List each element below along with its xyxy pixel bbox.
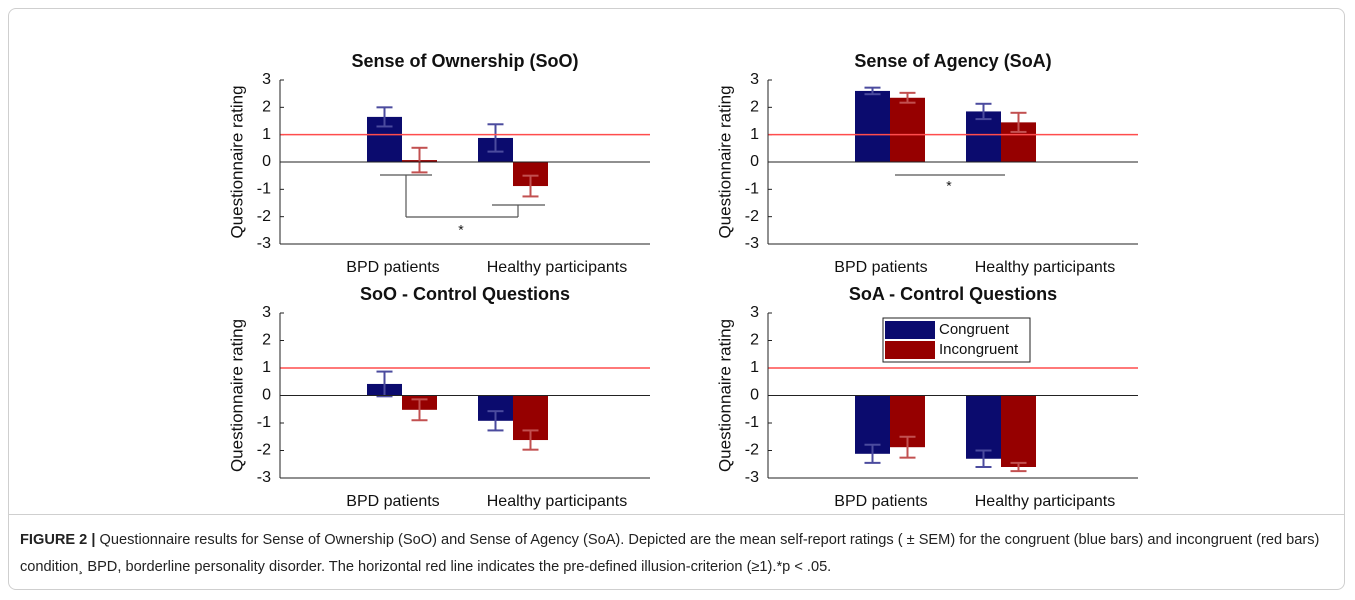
y-tick-label: -3 xyxy=(745,469,759,486)
caption: FIGURE 2 | Questionnaire results for Sen… xyxy=(20,527,1340,581)
error-bar xyxy=(522,429,539,451)
caption-label: FIGURE 2 | xyxy=(20,532,96,548)
y-tick-label: -1 xyxy=(257,181,271,198)
error-bar xyxy=(376,370,393,398)
y-tick-label: -2 xyxy=(257,442,271,459)
y-axis-label: Questionnaire rating xyxy=(227,85,246,238)
y-tick-label: 2 xyxy=(750,332,759,349)
error-bar xyxy=(1010,461,1027,473)
error-bar xyxy=(376,106,393,128)
y-tick-label: 2 xyxy=(262,332,271,349)
chart-grid: Sense of Ownership (SoO) Questionnaire ra… xyxy=(227,51,1138,510)
error-bar xyxy=(1010,111,1027,133)
y-tick-label: 3 xyxy=(262,304,271,321)
x-tick-label: Healthy participants xyxy=(975,259,1116,276)
caption-text: Questionnaire results for Sense of Owner… xyxy=(20,532,1320,575)
caption-divider xyxy=(9,514,1344,515)
x-tick-label: BPD patients xyxy=(834,259,927,276)
error-bar xyxy=(899,435,916,459)
x-tick-label: Healthy participants xyxy=(487,259,628,276)
y-tick-label: 1 xyxy=(750,359,759,376)
y-tick-label: -1 xyxy=(257,414,271,431)
y-tick-label: 1 xyxy=(262,126,271,143)
significance-star: * xyxy=(946,178,952,194)
y-tick-label: 2 xyxy=(750,99,759,116)
y-tick-label: 0 xyxy=(750,387,759,404)
y-tick-label: 3 xyxy=(750,304,759,321)
y-tick-label: 1 xyxy=(750,126,759,143)
y-axis-label: Questionnaire rating xyxy=(715,319,734,472)
chart-title: Sense of Agency (SoA) xyxy=(854,51,1051,71)
error-bar xyxy=(411,146,428,174)
y-tick-label: -2 xyxy=(745,208,759,225)
error-bar xyxy=(411,398,428,422)
bar xyxy=(1001,395,1036,467)
error-bar xyxy=(522,174,539,198)
y-tick-label: 2 xyxy=(262,99,271,116)
x-tick-label: BPD patients xyxy=(346,493,439,510)
chart-title: SoA - Control Questions xyxy=(849,284,1057,304)
bar xyxy=(890,97,925,162)
x-tick-label: BPD patients xyxy=(834,493,927,510)
y-tick-label: 3 xyxy=(750,71,759,88)
error-bar xyxy=(975,102,992,121)
y-tick-label: -1 xyxy=(745,181,759,198)
y-tick-label: -2 xyxy=(257,208,271,225)
y-axis-label: Questionnaire rating xyxy=(715,85,734,238)
y-axis-label: Questionnaire rating xyxy=(227,319,246,472)
x-tick-label: Healthy participants xyxy=(487,493,628,510)
y-tick-label: 0 xyxy=(262,387,271,404)
error-bar xyxy=(864,86,881,96)
y-tick-label: 1 xyxy=(262,359,271,376)
y-tick-label: -3 xyxy=(745,235,759,252)
legend-label: Incongruent xyxy=(939,341,1019,358)
y-tick-label: 0 xyxy=(262,153,271,170)
y-tick-label: -3 xyxy=(257,469,271,486)
legend-swatch xyxy=(885,341,935,359)
error-bar xyxy=(487,410,504,432)
legend-label: Congruent xyxy=(939,321,1010,338)
significance-star: * xyxy=(458,222,464,238)
figure-frame xyxy=(8,8,1345,590)
error-bar xyxy=(487,123,504,153)
y-tick-label: 0 xyxy=(750,153,759,170)
x-tick-label: Healthy participants xyxy=(975,493,1116,510)
y-tick-label: -3 xyxy=(257,235,271,252)
y-tick-label: 3 xyxy=(262,71,271,88)
error-bar xyxy=(899,91,916,104)
chart-title: Sense of Ownership (SoO) xyxy=(351,51,578,71)
legend-swatch xyxy=(885,321,935,339)
y-tick-label: -2 xyxy=(745,442,759,459)
x-tick-label: BPD patients xyxy=(346,259,439,276)
chart-title: SoO - Control Questions xyxy=(360,284,570,304)
bar xyxy=(966,395,1001,459)
y-tick-label: -1 xyxy=(745,414,759,431)
error-bar xyxy=(975,449,992,468)
bar xyxy=(855,90,890,162)
error-bar xyxy=(864,443,881,464)
